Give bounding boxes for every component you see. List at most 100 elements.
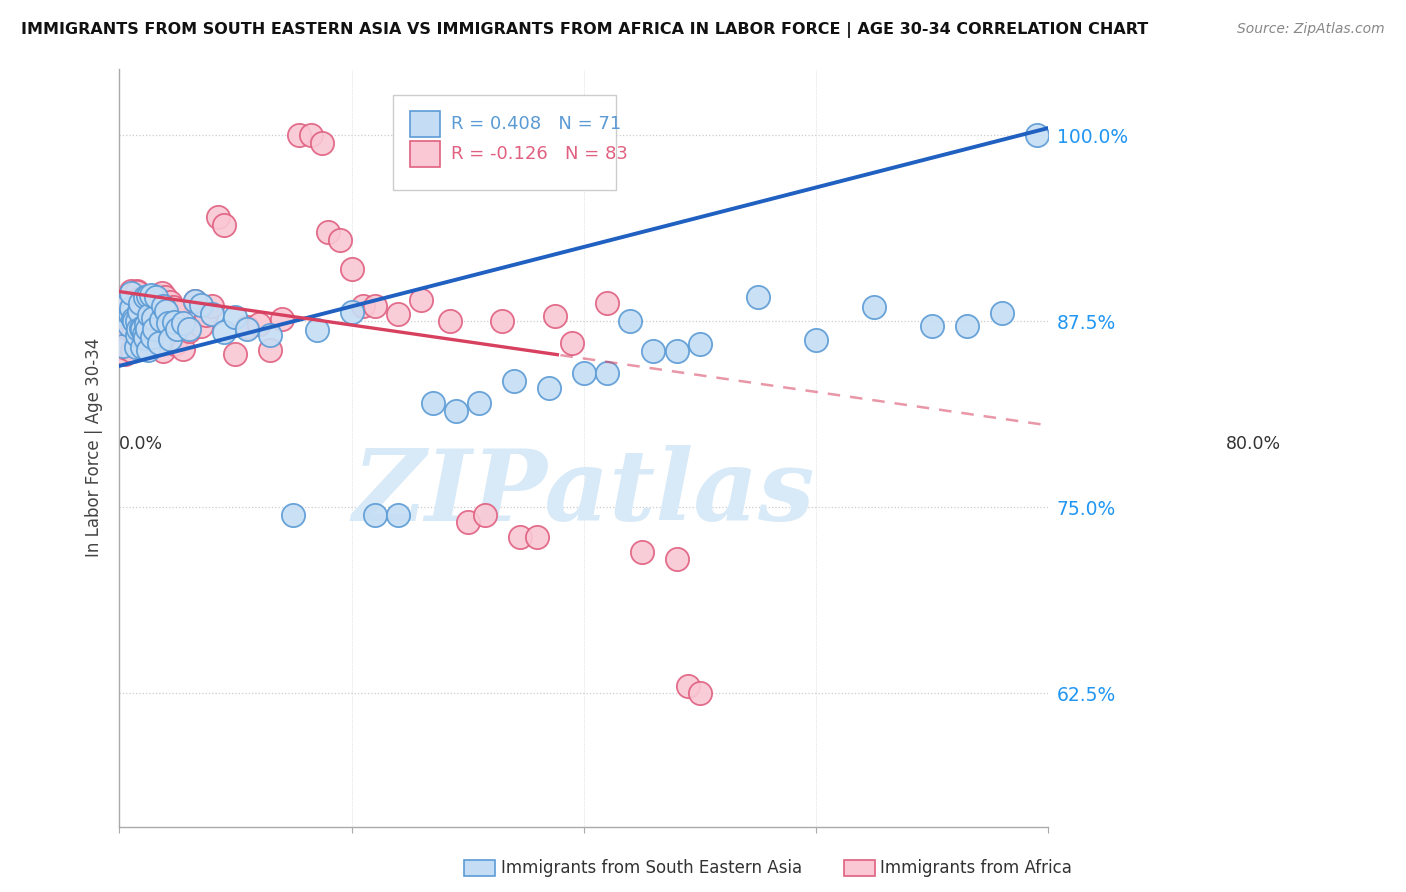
Point [138, 336, 160, 351]
Point [184, 293, 207, 308]
Point [201, 307, 224, 321]
Point [619, 314, 641, 328]
Point [177, 324, 200, 338]
Point [162, 300, 184, 314]
Point [236, 322, 259, 336]
Point [157, 316, 180, 330]
Text: Immigrants from South Eastern Asia: Immigrants from South Eastern Asia [501, 859, 801, 877]
Point [136, 326, 159, 340]
Point [190, 298, 212, 312]
Point [212, 326, 235, 340]
Point [131, 340, 153, 354]
Point [143, 313, 166, 327]
Point [117, 301, 139, 315]
Point [1025, 128, 1047, 143]
Point [136, 288, 159, 302]
Point [468, 396, 491, 410]
Point [172, 343, 194, 357]
Point [299, 128, 322, 143]
Point [120, 285, 142, 299]
Point [163, 315, 186, 329]
Point [136, 327, 159, 342]
Point [340, 305, 363, 319]
Point [134, 331, 156, 345]
Point [159, 294, 181, 309]
Point [956, 318, 979, 333]
Point [125, 284, 148, 298]
Point [329, 233, 352, 247]
Point [143, 294, 166, 309]
Point [117, 312, 139, 326]
Point [118, 307, 141, 321]
Point [121, 343, 143, 358]
Text: ZIPatlas: ZIPatlas [353, 445, 815, 541]
Point [212, 218, 235, 232]
Point [364, 300, 387, 314]
FancyBboxPatch shape [411, 141, 440, 168]
Point [387, 307, 409, 321]
Point [247, 317, 270, 331]
Point [561, 335, 583, 350]
Point [150, 313, 173, 327]
Point [145, 317, 167, 331]
Point [132, 326, 155, 341]
Point [145, 290, 167, 304]
Point [747, 290, 769, 304]
Point [141, 318, 163, 332]
FancyBboxPatch shape [394, 95, 616, 190]
Point [163, 337, 186, 351]
Point [146, 296, 169, 310]
Point [544, 310, 567, 324]
Point [491, 314, 513, 328]
Point [125, 328, 148, 343]
Point [921, 318, 943, 333]
Point [316, 225, 339, 239]
Point [134, 315, 156, 329]
Point [283, 508, 305, 522]
Point [166, 322, 188, 336]
Point [152, 344, 174, 359]
Point [526, 530, 548, 544]
Point [596, 295, 619, 310]
Point [131, 322, 153, 336]
Point [159, 332, 181, 346]
Point [474, 508, 496, 522]
Point [665, 552, 688, 566]
Point [153, 290, 176, 304]
Point [132, 298, 155, 312]
Point [148, 336, 170, 351]
Point [148, 289, 170, 303]
Point [207, 211, 229, 225]
Point [131, 338, 153, 352]
Point [150, 294, 173, 309]
Point [305, 323, 328, 337]
Point [142, 296, 165, 310]
Point [572, 367, 595, 381]
Text: 0.0%: 0.0% [120, 434, 163, 453]
Point [224, 310, 246, 324]
Point [364, 508, 387, 522]
Point [122, 312, 145, 326]
Point [665, 344, 688, 359]
Point [117, 318, 139, 332]
Point [270, 311, 292, 326]
Point [139, 287, 162, 301]
Point [503, 374, 526, 388]
Point [127, 322, 149, 336]
Point [152, 299, 174, 313]
Point [120, 285, 142, 300]
Point [136, 325, 159, 339]
Point [201, 299, 224, 313]
Point [115, 341, 138, 355]
Point [138, 308, 160, 322]
Point [117, 298, 139, 312]
Point [236, 319, 259, 334]
Y-axis label: In Labor Force | Age 30-34: In Labor Force | Age 30-34 [86, 338, 103, 558]
Point [114, 347, 136, 361]
Point [129, 292, 152, 306]
Point [131, 317, 153, 331]
Point [131, 321, 153, 335]
Point [120, 302, 142, 317]
Point [149, 302, 172, 317]
Point [411, 293, 433, 307]
